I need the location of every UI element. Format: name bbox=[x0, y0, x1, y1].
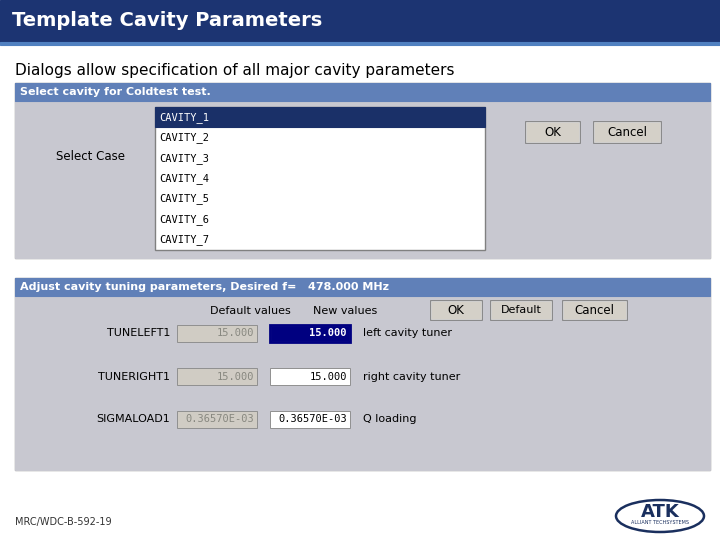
Text: SIGMALOAD1: SIGMALOAD1 bbox=[96, 415, 170, 424]
Text: MRC/WDC-B-592-19: MRC/WDC-B-592-19 bbox=[15, 517, 112, 527]
Text: 15.000: 15.000 bbox=[217, 328, 254, 339]
Bar bbox=[431, 301, 481, 319]
Text: OK: OK bbox=[448, 303, 464, 316]
Bar bbox=[562, 300, 627, 320]
Bar bbox=[270, 368, 350, 385]
Bar bbox=[0, 42, 720, 45]
Text: Select Case: Select Case bbox=[55, 150, 125, 163]
Bar bbox=[563, 301, 626, 319]
Bar bbox=[430, 300, 482, 320]
Text: Adjust cavity tuning parameters, Desired f=   478.000 MHz: Adjust cavity tuning parameters, Desired… bbox=[20, 282, 389, 292]
Bar bbox=[270, 325, 350, 342]
Text: CAVITY_2: CAVITY_2 bbox=[159, 132, 209, 143]
Text: CAVITY_5: CAVITY_5 bbox=[159, 193, 209, 204]
Text: Default: Default bbox=[500, 305, 541, 315]
Text: OK: OK bbox=[544, 125, 561, 138]
Text: ATK: ATK bbox=[641, 503, 680, 521]
Text: right cavity tuner: right cavity tuner bbox=[363, 372, 460, 381]
Bar bbox=[15, 101, 710, 258]
Bar bbox=[177, 368, 257, 385]
Bar bbox=[526, 122, 579, 142]
Bar bbox=[15, 83, 710, 258]
Bar bbox=[490, 300, 552, 320]
Text: Q loading: Q loading bbox=[363, 415, 416, 424]
Text: 0.36570E-03: 0.36570E-03 bbox=[185, 415, 254, 424]
Text: CAVITY_7: CAVITY_7 bbox=[159, 234, 209, 245]
Bar bbox=[155, 107, 485, 250]
Bar bbox=[15, 83, 710, 101]
Bar bbox=[177, 411, 257, 428]
Text: 0.36570E-03: 0.36570E-03 bbox=[278, 415, 347, 424]
Text: ALLIANT TECHSYSTEMS: ALLIANT TECHSYSTEMS bbox=[631, 521, 689, 525]
Text: Cancel: Cancel bbox=[575, 303, 614, 316]
Bar bbox=[271, 326, 349, 341]
Text: Default values: Default values bbox=[210, 306, 290, 316]
Bar bbox=[525, 121, 580, 143]
Text: left cavity tuner: left cavity tuner bbox=[363, 328, 452, 339]
Bar bbox=[594, 122, 660, 142]
Text: TUNELEFT1: TUNELEFT1 bbox=[107, 328, 170, 339]
Bar bbox=[15, 278, 710, 296]
Text: TUNERIGHT1: TUNERIGHT1 bbox=[98, 372, 170, 381]
Text: Select cavity for Coldtest test.: Select cavity for Coldtest test. bbox=[20, 87, 211, 97]
Text: Cancel: Cancel bbox=[607, 125, 647, 138]
Bar bbox=[593, 121, 661, 143]
Text: 15.000: 15.000 bbox=[310, 372, 347, 381]
Text: Template Cavity Parameters: Template Cavity Parameters bbox=[12, 11, 323, 30]
Text: CAVITY_3: CAVITY_3 bbox=[159, 153, 209, 164]
Text: New values: New values bbox=[313, 306, 377, 316]
Bar bbox=[15, 278, 710, 470]
Bar bbox=[15, 296, 710, 470]
Text: CAVITY_1: CAVITY_1 bbox=[159, 112, 209, 123]
Text: 15.000: 15.000 bbox=[217, 372, 254, 381]
Bar bbox=[270, 411, 350, 428]
Text: CAVITY_4: CAVITY_4 bbox=[159, 173, 209, 184]
Text: 15.000: 15.000 bbox=[310, 328, 347, 339]
Bar bbox=[177, 325, 257, 342]
Bar bbox=[491, 301, 551, 319]
Text: CAVITY_6: CAVITY_6 bbox=[159, 214, 209, 225]
Bar bbox=[155, 107, 485, 127]
Text: Dialogs allow specification of all major cavity parameters: Dialogs allow specification of all major… bbox=[15, 63, 454, 78]
Bar bbox=[0, 0, 720, 42]
